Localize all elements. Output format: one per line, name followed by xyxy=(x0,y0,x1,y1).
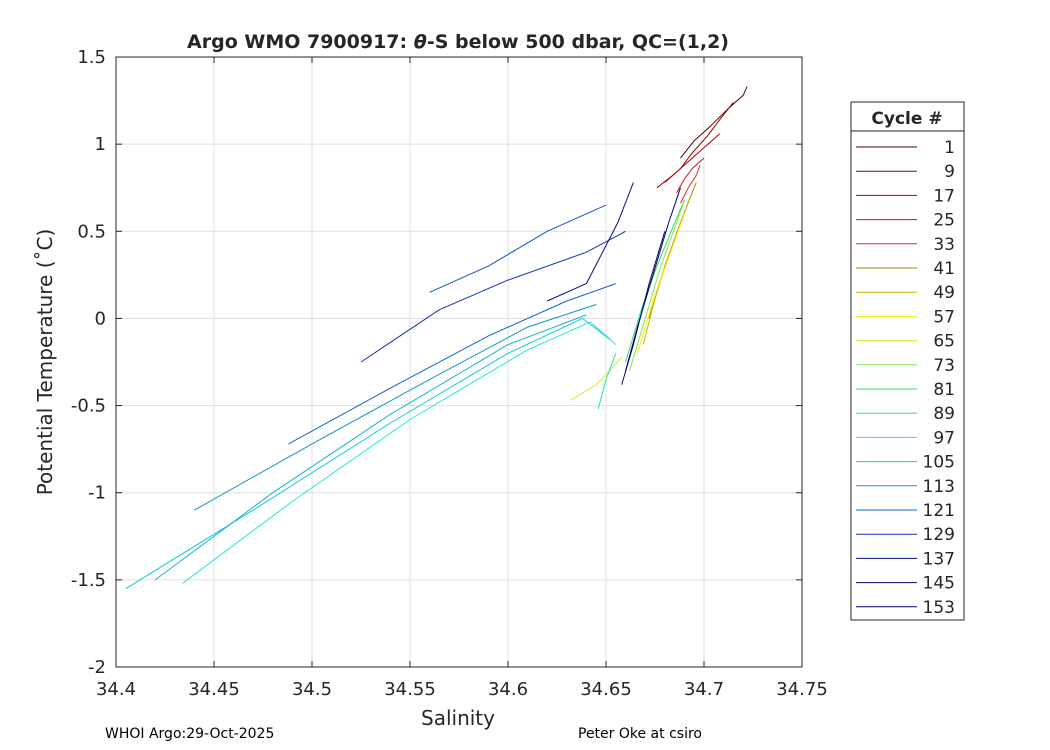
x-tick-label: 34.55 xyxy=(384,679,436,700)
legend-entry-label: 121 xyxy=(923,501,955,521)
series-line xyxy=(656,133,721,189)
y-tick-label: 0.5 xyxy=(77,221,106,242)
x-tick-label: 34.7 xyxy=(684,679,724,700)
legend-title: Cycle # xyxy=(871,109,942,129)
y-tick-label: -0.5 xyxy=(71,396,106,417)
legend-entry-label: 97 xyxy=(933,428,955,448)
plot-frame xyxy=(115,56,803,668)
legend-entry-label: 73 xyxy=(933,356,955,376)
series-line xyxy=(676,157,705,194)
series-line xyxy=(680,164,701,204)
legend-entry-label: 33 xyxy=(933,235,955,255)
series-line xyxy=(680,86,748,159)
legend-box xyxy=(850,101,965,621)
legend-entry-label: 129 xyxy=(923,525,955,545)
legend-entry-label: 137 xyxy=(923,549,955,569)
legend-entry-label: 145 xyxy=(923,574,955,594)
footer-source: WHOI Argo:29-Oct-2025 xyxy=(105,726,275,742)
series-line xyxy=(570,356,623,401)
legend-entry-label: 57 xyxy=(933,307,955,327)
footer-credit: Peter Oke at csiro xyxy=(578,726,702,742)
legend-entry-label: 17 xyxy=(933,186,955,206)
x-tick-label: 34.4 xyxy=(96,679,136,700)
series-line xyxy=(625,187,681,371)
series-line xyxy=(429,204,607,293)
x-axis-ticks: 34.4 34.45 34.5 34.55 34.6 34.65 34.7 34.75 xyxy=(96,57,828,700)
legend-entry-label: 49 xyxy=(933,283,955,303)
y-tick-label: 1.5 xyxy=(77,47,106,68)
x-tick-label: 34.6 xyxy=(488,679,528,700)
plot-area xyxy=(116,57,802,667)
series-line xyxy=(154,314,587,581)
series-line xyxy=(182,321,617,584)
x-tick-label: 34.65 xyxy=(580,679,632,700)
series-line xyxy=(625,199,685,363)
series-layer xyxy=(125,86,748,590)
x-axis-label: Salinity xyxy=(421,706,495,730)
y-tick-label: 0 xyxy=(95,308,106,329)
legend-entry-label: 65 xyxy=(933,332,955,352)
legend-entry-label: 113 xyxy=(923,477,955,497)
series-line xyxy=(360,230,626,363)
legend-entries: 1 9 17 25 33 41 49 57 65 73 81 89 97 105 113 121 129 137 1… xyxy=(856,138,955,618)
y-axis-label: Potential Temperature (˚C) xyxy=(33,229,57,496)
series-line xyxy=(636,213,685,354)
legend-entry-label: 41 xyxy=(933,259,955,279)
legend-entry-label: 105 xyxy=(923,453,955,473)
x-tick-label: 34.75 xyxy=(776,679,828,700)
legend-entry-label: 25 xyxy=(933,211,955,231)
chart-title: Argo WMO 7900917: θ-S below 500 dbar, QC… xyxy=(187,31,729,53)
series-line xyxy=(288,283,616,445)
legend-entry-label: 1 xyxy=(944,138,955,158)
y-tick-label: -1 xyxy=(88,483,106,504)
y-tick-label: -2 xyxy=(88,657,106,678)
legend-entry-label: 81 xyxy=(933,380,955,400)
y-axis-ticks: -2 -1.5 -1 -0.5 0 0.5 1 1.5 xyxy=(71,47,802,678)
legend-entry-label: 153 xyxy=(923,598,955,618)
y-tick-label: -1.5 xyxy=(71,570,106,591)
series-line xyxy=(546,182,634,302)
series-line xyxy=(194,304,597,511)
series-line xyxy=(597,353,617,410)
y-tick-label: 1 xyxy=(95,134,106,155)
x-tick-label: 34.5 xyxy=(292,679,332,700)
legend-entry-label: 9 xyxy=(944,162,955,182)
legend: Cycle # 1 9 17 25 33 41 49 57 65 73 81 89 97 105 113 12… xyxy=(850,101,965,621)
x-tick-label: 34.45 xyxy=(188,679,240,700)
series-line xyxy=(629,199,685,371)
legend-entry-label: 89 xyxy=(933,404,955,424)
